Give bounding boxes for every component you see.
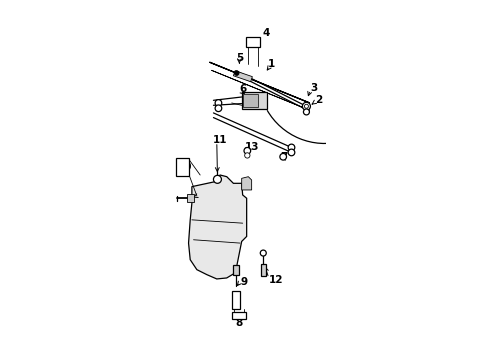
Bar xyxy=(232,291,240,310)
Bar xyxy=(246,37,260,46)
Text: 5: 5 xyxy=(236,54,243,63)
Circle shape xyxy=(215,100,222,106)
Circle shape xyxy=(304,104,308,108)
Circle shape xyxy=(303,109,309,115)
Text: 1: 1 xyxy=(268,59,275,69)
Text: 8: 8 xyxy=(235,319,243,328)
Polygon shape xyxy=(212,70,310,110)
Circle shape xyxy=(260,250,266,256)
Text: 11: 11 xyxy=(213,135,227,145)
Bar xyxy=(233,265,239,275)
Circle shape xyxy=(280,153,287,160)
Circle shape xyxy=(302,102,310,110)
Text: 6: 6 xyxy=(239,84,246,94)
Text: 12: 12 xyxy=(269,275,284,285)
Bar xyxy=(187,194,194,202)
Bar xyxy=(176,158,189,176)
Circle shape xyxy=(215,105,222,112)
Bar xyxy=(233,71,252,82)
Text: 3: 3 xyxy=(310,83,318,93)
Bar xyxy=(261,264,266,276)
Bar xyxy=(244,94,258,107)
Text: 9: 9 xyxy=(241,277,248,287)
Circle shape xyxy=(288,149,295,156)
Text: 7: 7 xyxy=(281,152,288,162)
Bar xyxy=(242,92,267,109)
Polygon shape xyxy=(209,62,310,103)
Circle shape xyxy=(214,175,221,183)
Text: 4: 4 xyxy=(263,28,270,38)
Text: 13: 13 xyxy=(245,142,259,152)
Bar xyxy=(232,312,246,319)
Circle shape xyxy=(234,71,239,75)
Text: 2: 2 xyxy=(315,95,322,105)
Circle shape xyxy=(245,153,250,158)
Circle shape xyxy=(288,144,295,151)
Polygon shape xyxy=(242,177,252,190)
Text: 10: 10 xyxy=(177,162,192,172)
Polygon shape xyxy=(189,175,246,279)
Circle shape xyxy=(244,148,251,154)
